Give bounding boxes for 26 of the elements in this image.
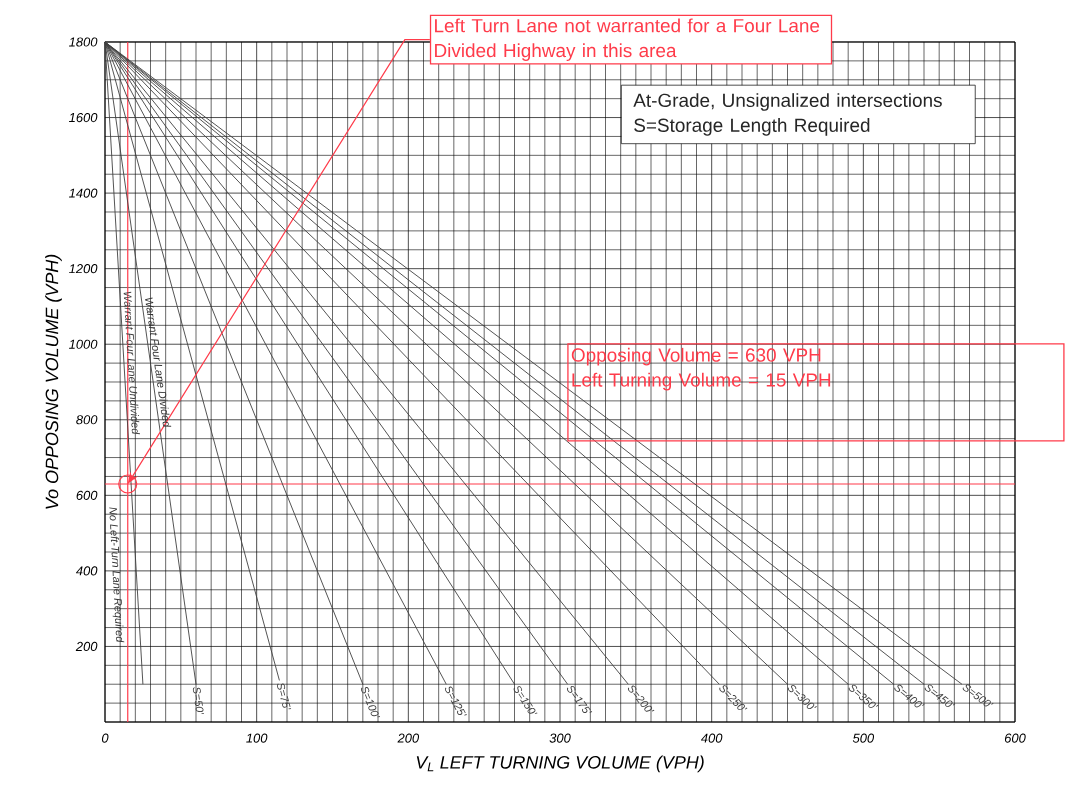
y-tick-label: 200 [75, 641, 98, 652]
y-tick-label: 400 [75, 566, 98, 576]
annotation: No Left-Turn Lane Required [109, 507, 125, 643]
text: Warrant Four Lane Undivided [123, 291, 140, 435]
x-tick-label: 200 [397, 733, 420, 743]
x-tick-label: 0 [101, 733, 109, 743]
annotation: Left Turn Lane not warranted for a Four Lane Divided Highway in this area [435, 18, 820, 61]
y-tick-label: 1600 [69, 112, 98, 123]
y-tick-label: 1200 [69, 264, 98, 274]
text: S=50' [192, 687, 205, 715]
annotation: S=Storage Length Required [634, 118, 870, 136]
x-tick-label: 600 [1004, 733, 1026, 743]
x-tick-label: 100 [246, 733, 268, 743]
x-tick-label: 400 [700, 733, 723, 743]
x-tick-label: 300 [549, 733, 571, 743]
y-tick-label: 800 [76, 415, 98, 425]
x-axis-title: V$_{L}$ LEFT TURNING VOLUME (VPH) [416, 755, 704, 773]
x-tick-label: 500 [852, 733, 875, 743]
y-tick-label: 1000 [69, 339, 98, 349]
annotation: At-Grade, Unsignalized intersections [633, 93, 942, 111]
annotation: Warrant Four Lane Divided [145, 297, 172, 427]
y-tick-label: 1800 [69, 37, 98, 47]
y-tick-label: 600 [76, 490, 98, 500]
y-tick-label: 1400 [69, 188, 98, 198]
text: S=75' [276, 683, 292, 710]
y-axis-title: Vo OPPOSING VOLUME (VPH) [45, 254, 62, 509]
